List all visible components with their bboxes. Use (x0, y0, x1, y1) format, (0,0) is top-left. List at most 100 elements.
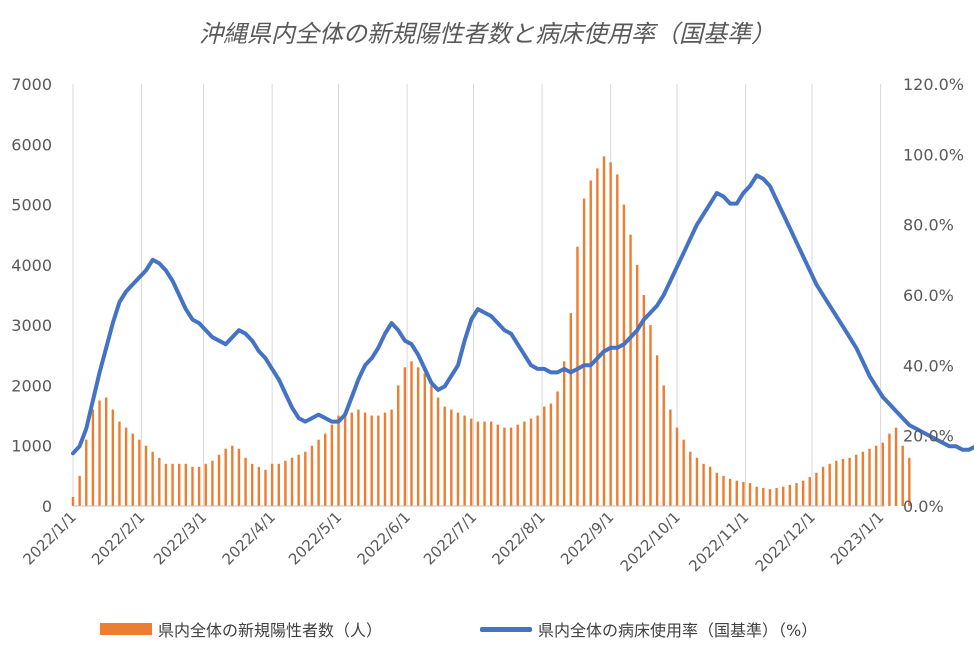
bed-occupancy-line (71, 173, 974, 456)
bar (529, 418, 533, 506)
bar (363, 412, 367, 506)
bar (582, 198, 586, 507)
bar (410, 361, 413, 506)
x-tick-label: 2022/12/1 (752, 508, 819, 575)
x-tick-label: 2022/9/1 (557, 508, 617, 568)
bar (855, 454, 858, 506)
bar (104, 397, 108, 506)
bar (131, 433, 134, 506)
bar (91, 409, 95, 506)
bar (662, 385, 665, 506)
y-left-tick-label: 6000 (11, 135, 52, 154)
y-left-tick-label: 2000 (11, 376, 52, 395)
bar (264, 469, 267, 506)
bar (742, 481, 745, 506)
legend-swatch-bar (100, 623, 152, 635)
bar (124, 427, 128, 506)
bar (436, 397, 440, 506)
bar (330, 424, 334, 506)
bar (337, 415, 340, 506)
bar (343, 412, 347, 506)
bar (443, 406, 446, 506)
bar (403, 367, 407, 506)
bar (138, 439, 141, 506)
bar (151, 451, 154, 506)
bar (888, 433, 891, 506)
bar (874, 445, 878, 506)
bar (728, 478, 732, 506)
bar (111, 409, 115, 506)
bar (881, 442, 884, 506)
bar (523, 421, 526, 506)
bar (317, 439, 320, 506)
bar (470, 418, 473, 506)
bar (755, 486, 758, 506)
bar (868, 448, 871, 506)
bar (211, 460, 214, 506)
y-right-tick-label: 120.0% (903, 75, 964, 94)
bar (556, 391, 559, 506)
bar (85, 439, 88, 506)
bar (489, 421, 493, 506)
bar (257, 466, 261, 506)
bar (841, 458, 845, 506)
bar (430, 385, 433, 506)
bar (695, 457, 699, 506)
bar (383, 412, 387, 506)
bar (171, 463, 174, 506)
bar (808, 477, 811, 506)
bar (390, 409, 393, 506)
bar (675, 427, 679, 506)
x-tick-label: 2022/1/1 (19, 508, 79, 568)
bar (304, 451, 307, 506)
bar (562, 361, 566, 506)
bar (589, 180, 592, 506)
bar (775, 487, 778, 506)
bar (642, 295, 646, 506)
bar (682, 439, 685, 506)
bar (782, 486, 785, 506)
bar (655, 355, 659, 506)
bar (795, 483, 798, 506)
legend-label-bed-occupancy: 県内全体の病床使用率（国基準）（%） (538, 621, 818, 640)
x-tick-label: 2022/10/1 (617, 508, 684, 575)
bar (828, 463, 831, 506)
x-tick-label: 2022/4/1 (219, 508, 279, 568)
chart-title: 沖縄県内全体の新規陽性者数と病床使用率（国基準） (199, 20, 775, 48)
bar (476, 421, 480, 506)
bar (357, 409, 360, 506)
bar (144, 445, 148, 506)
y-left-tick-label: 5000 (11, 196, 52, 215)
y-left-tick-label: 3000 (11, 316, 52, 335)
y-right-tick-label: 80.0% (903, 216, 954, 235)
bar (722, 475, 725, 506)
bar (848, 457, 851, 506)
y-right-tick-label: 20.0% (903, 427, 954, 446)
bar (702, 463, 705, 506)
bar (569, 313, 573, 506)
bar (835, 460, 838, 506)
y-left-tick-label: 4000 (11, 256, 52, 275)
x-tick-label: 2023/1/1 (827, 508, 887, 568)
bar (635, 264, 639, 506)
bar (178, 463, 181, 506)
y-left-tick-label: 1000 (11, 437, 52, 456)
bar (377, 415, 380, 506)
bar (98, 400, 101, 506)
x-tick-label: 2022/3/1 (150, 508, 210, 568)
bar (164, 463, 168, 506)
bar (609, 162, 612, 506)
bar (297, 454, 300, 506)
bar (509, 427, 513, 506)
bar (821, 466, 825, 506)
y-left-tick-label: 0 (42, 497, 52, 516)
bar (629, 234, 632, 506)
bar (709, 466, 712, 506)
bar (762, 487, 765, 506)
bar (251, 463, 254, 506)
legend-swatch-line (480, 626, 532, 632)
bar (602, 156, 606, 507)
bar (277, 463, 280, 506)
bar (801, 480, 805, 506)
